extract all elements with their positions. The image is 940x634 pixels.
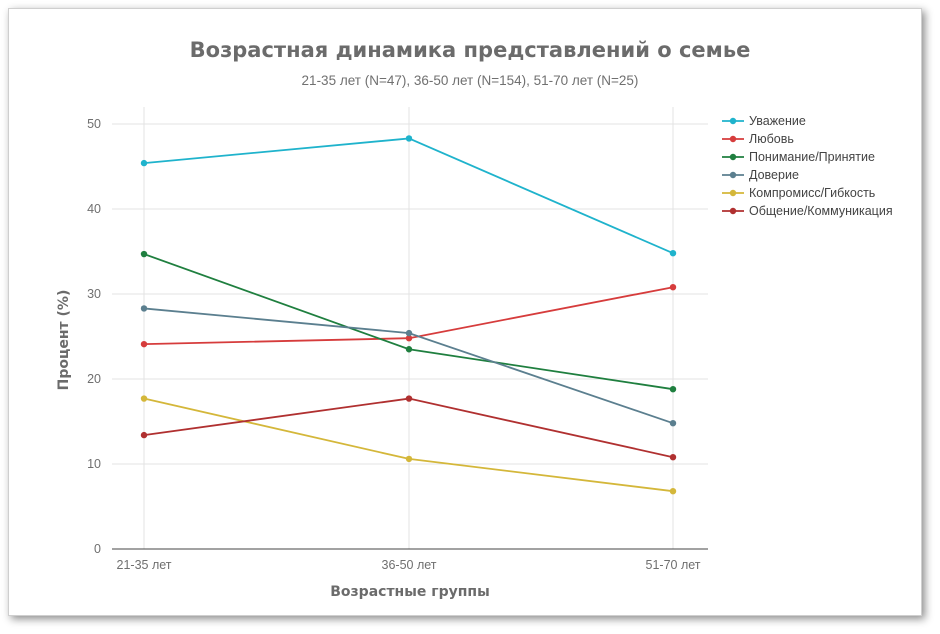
data-point [669, 386, 677, 393]
data-point [140, 305, 148, 312]
data-point [140, 250, 148, 258]
data-point [140, 340, 148, 348]
x-axis-ticks: 21-35 лет 36-50 лет 51-70 лет [117, 558, 701, 572]
chart-title: Возрастная динамика представлений о семь… [190, 38, 751, 62]
y-tick-label: 20 [87, 372, 101, 386]
legend-item[interactable]: Любовь [722, 132, 794, 146]
legend-label: Любовь [749, 132, 794, 146]
data-point [669, 420, 677, 427]
legend-label: Уважение [749, 114, 806, 128]
legend-marker [729, 189, 737, 197]
y-tick-label: 0 [94, 542, 101, 556]
legend-label: Понимание/Принятие [749, 150, 875, 164]
data-point [140, 159, 148, 167]
x-tick-label: 51-70 лет [646, 558, 701, 572]
chart-frame [8, 8, 922, 616]
x-tick-label: 21-35 лет [117, 558, 172, 572]
y-tick-label: 30 [87, 287, 101, 301]
data-point [405, 335, 413, 342]
chart-subtitle: 21-35 лет (N=47), 36-50 лет (N=154), 51-… [302, 73, 639, 88]
legend-label: Доверие [749, 168, 799, 182]
legend-item[interactable]: Общение/Коммуникация [722, 204, 893, 218]
series-1 [140, 284, 677, 348]
y-axis-title: Процент (%) [56, 290, 72, 391]
y-tick-label: 40 [87, 202, 101, 216]
data-point [669, 454, 677, 461]
data-point [405, 135, 413, 142]
series-group [140, 135, 677, 495]
data-point [140, 431, 148, 439]
legend-label: Общение/Коммуникация [749, 204, 893, 218]
series-3 [140, 305, 677, 427]
data-point [669, 488, 677, 495]
series-4 [140, 395, 677, 495]
data-point [405, 329, 413, 337]
legend-marker [729, 171, 737, 179]
data-point [669, 284, 677, 291]
legend-marker [729, 153, 737, 161]
x-axis-title: Возрастные группы [330, 584, 489, 600]
y-axis-ticks: 0 10 20 30 40 50 [87, 117, 101, 556]
series-2 [140, 250, 677, 393]
legend: Уважение Любовь Понимание/Принятие Доверие К… [722, 114, 893, 218]
data-point [669, 250, 677, 257]
legend-marker [729, 117, 737, 125]
data-point [405, 395, 413, 402]
legend-marker [729, 207, 737, 215]
legend-item[interactable]: Понимание/Принятие [722, 150, 875, 164]
x-tick-label: 36-50 лет [382, 558, 437, 572]
legend-item[interactable]: Доверие [722, 168, 799, 182]
y-tick-label: 50 [87, 117, 101, 131]
series-0 [140, 135, 677, 257]
legend-item[interactable]: Уважение [722, 114, 806, 128]
legend-item[interactable]: Компромисс/Гибкость [722, 186, 875, 200]
series-5 [140, 395, 677, 461]
legend-label: Компромисс/Гибкость [749, 186, 875, 200]
y-tick-label: 10 [87, 457, 101, 471]
legend-marker [729, 135, 737, 143]
data-point [140, 395, 148, 402]
grid [112, 107, 708, 550]
data-point [405, 346, 413, 353]
data-point [405, 455, 413, 463]
